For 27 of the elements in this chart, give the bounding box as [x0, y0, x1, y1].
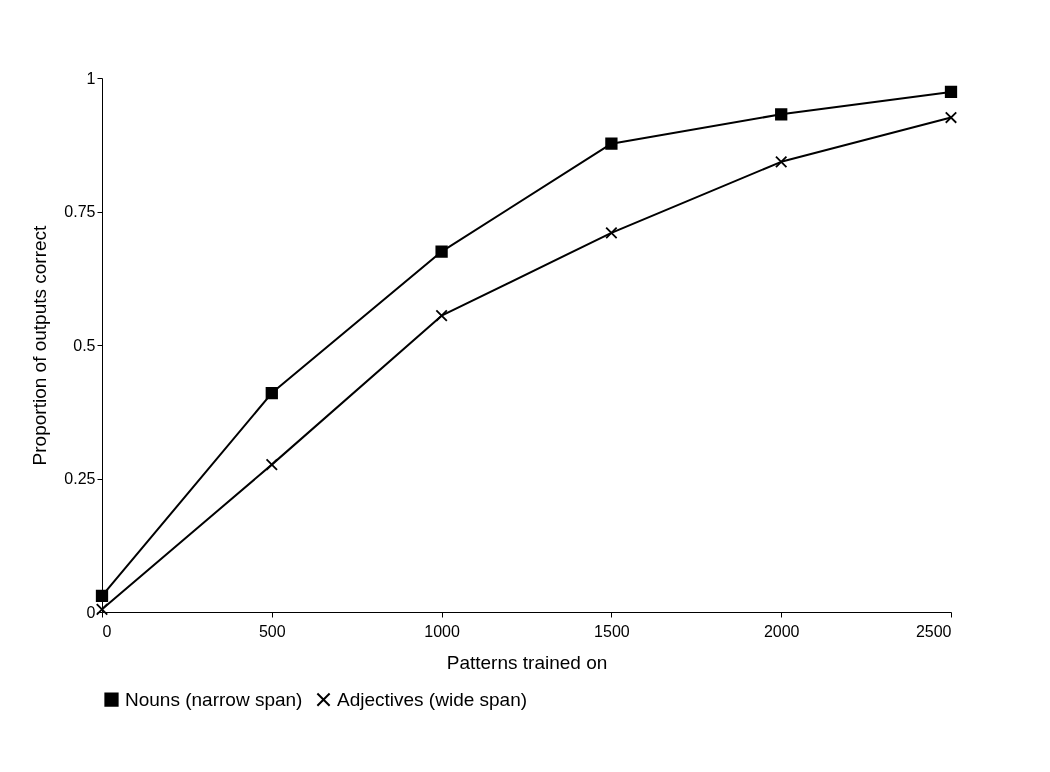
- y-tick-label: 0.5: [73, 336, 96, 354]
- legend-label: Nouns (narrow span): [125, 688, 303, 710]
- point: [944, 111, 958, 124]
- point: [265, 458, 278, 471]
- point: [944, 85, 958, 99]
- point: [775, 108, 788, 121]
- y-tick-label: 0.25: [64, 470, 96, 487]
- x-tick-label: 1000: [424, 622, 460, 640]
- point: [435, 309, 448, 322]
- y-tick-label: 0: [86, 603, 96, 621]
- point: [605, 137, 618, 150]
- point: [265, 386, 278, 400]
- y-tick-label: 1: [86, 69, 96, 87]
- point: [95, 603, 109, 616]
- y-tick-label: 0.75: [64, 203, 96, 220]
- point: [435, 245, 448, 258]
- x-tick-label: 0: [102, 622, 112, 640]
- x-tick-label: 1500: [594, 622, 630, 640]
- x-axis-title: Patterns trained on: [446, 651, 608, 673]
- y-axis-title: Proportion of outputs correct: [29, 224, 51, 466]
- x-tick-label: 500: [258, 622, 286, 640]
- point: [95, 589, 109, 603]
- point: [775, 155, 788, 168]
- x-tick-label: 2500: [915, 622, 952, 640]
- x-tick-label: 2000: [763, 622, 800, 640]
- point: [605, 226, 618, 239]
- legend-label: Adjectives (wide span): [337, 688, 528, 710]
